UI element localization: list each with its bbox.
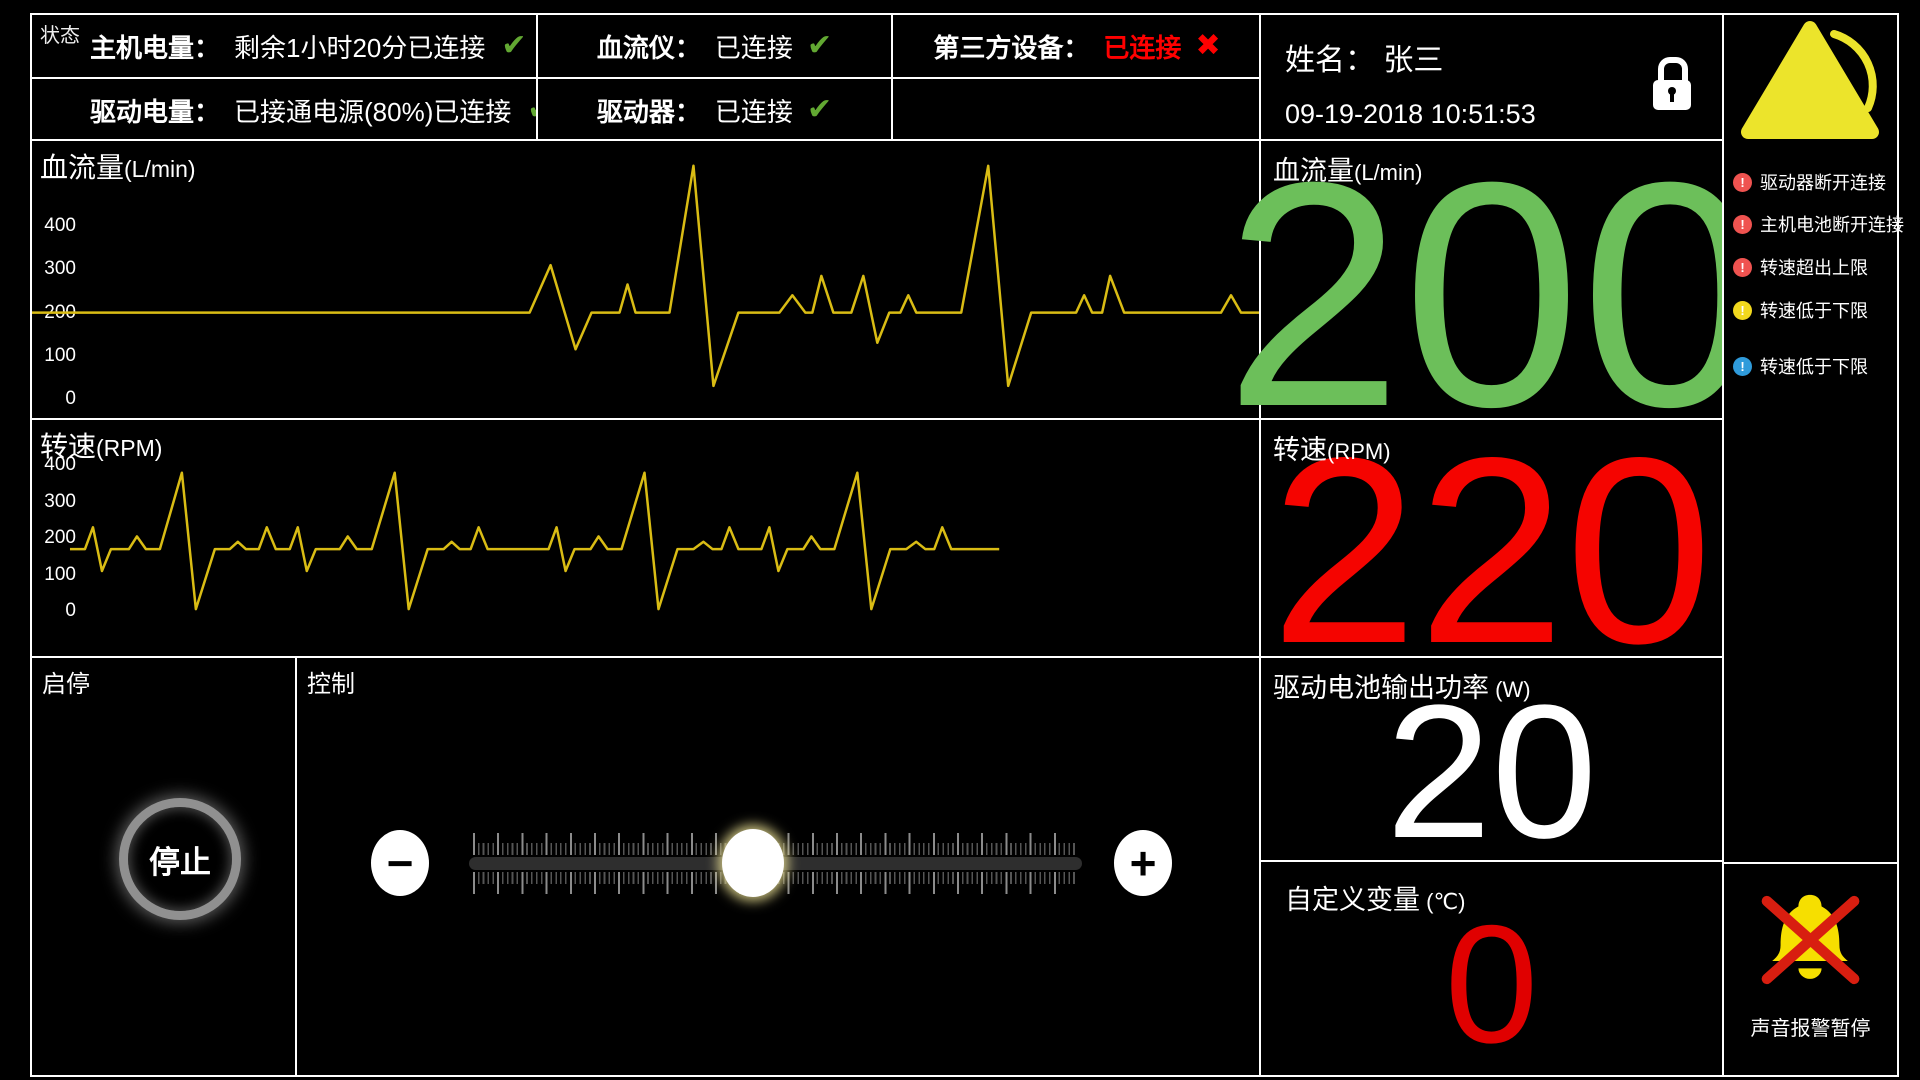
power-readout-label: 驱动电池输出功率 (W) <box>1273 673 1531 703</box>
cross-line <box>1761 895 1860 985</box>
alarm-exclamation-icon: ! <box>1733 257 1752 277</box>
y-axis-tick-label: 0 <box>65 388 76 409</box>
driver-conn: 已连接 <box>714 96 793 127</box>
warning-triangle-icon <box>1741 21 1879 139</box>
alarm-item: ! 转速超出上限 <box>1733 255 1868 279</box>
warning-arc <box>1830 30 1877 112</box>
flow-meter-conn: 已连接 <box>714 32 793 63</box>
control-title: 控制 <box>307 671 355 698</box>
lock-shackle <box>1658 57 1688 81</box>
muted-bell-icon <box>1761 894 1860 985</box>
status-panel-thirdparty: 第三方设备： 已连接 ✖ <box>891 13 1263 141</box>
datetime-text: 09-19-2018 10:51:53 <box>1285 99 1536 129</box>
custom-readout-label: 自定义变量 (℃) <box>1285 885 1466 915</box>
y-axis-tick-label: 400 <box>44 215 76 237</box>
alarm-item: ! 主机电池断开连接 <box>1733 212 1904 236</box>
alarm-item: ! 驱动器断开连接 <box>1733 170 1886 194</box>
patient-panel: 姓名： 张三 09-19-2018 10:51:53 <box>1259 13 1724 141</box>
lock-body <box>1653 80 1691 110</box>
rpm-chart-waveform <box>69 471 1000 611</box>
slider-knob[interactable] <box>722 829 784 897</box>
lock-icon[interactable] <box>1653 57 1693 110</box>
decrease-button[interactable]: − <box>371 830 429 896</box>
startstop-title: 启停 <box>42 671 90 698</box>
host-battery-conn: 已连接 <box>407 32 486 63</box>
y-axis-tick-label: 200 <box>44 301 76 323</box>
rpm-readout-value: 220 <box>1270 402 1713 699</box>
y-axis-tick-label: 100 <box>44 563 76 585</box>
flow-readout-panel: 血流量(L/min) 200 <box>1224 114 1759 473</box>
y-axis-tick-label: 0 <box>65 600 76 621</box>
alarm-exclamation-icon: ! <box>1733 214 1752 234</box>
flow-readout-value: 200 <box>1224 114 1759 473</box>
startstop-panel: 启停 停止 <box>30 656 297 1077</box>
flow-meter-label: 血流仪： <box>596 32 701 63</box>
check-icon: ✔ <box>806 93 833 126</box>
alarm-exclamation-icon: ! <box>1733 172 1752 192</box>
y-axis-tick-label: 200 <box>44 527 76 549</box>
drive-battery-row: 驱动电量： 已接通电源(80%) 已连接 ✔ <box>32 79 553 141</box>
alarm-exclamation-icon: ! <box>1733 300 1752 320</box>
status-panel-power: 状态 主机电量： 剩余1小时20分 已连接 ✔ 驱动电量： 已接通电源(80%)… <box>30 13 553 141</box>
host-battery-value: 剩余1小时20分 <box>234 32 408 63</box>
check-icon: ✔ <box>501 29 527 62</box>
drive-battery-conn: 已连接 <box>433 96 512 127</box>
patient-name-label: 姓名： <box>1285 44 1375 77</box>
check-icon: ✔ <box>806 29 833 62</box>
thirdparty-label: 第三方设备： <box>933 32 1090 63</box>
y-axis-tick-label: 400 <box>44 454 76 476</box>
drive-battery-label: 驱动电量： <box>90 96 221 127</box>
status-group-label: 状态 <box>40 25 80 47</box>
increase-button[interactable]: + <box>1114 830 1172 896</box>
control-panel: 控制 − + <box>295 656 1261 1077</box>
bell-shape <box>1772 894 1848 962</box>
y-axis-tick-label: 100 <box>44 344 76 366</box>
power-readout-value: 20 <box>1385 666 1598 878</box>
flow-chart-title: 血流量(L/min) <box>40 152 196 183</box>
status-panel-devices: 血流仪： 已连接 ✔ 驱动器： 已连接 ✔ <box>536 13 893 141</box>
alarm-mute-button[interactable]: 声音报警暂停 <box>1722 862 1899 1077</box>
thirdparty-row: 第三方设备： 已连接 ✖ <box>893 15 1261 79</box>
bell-clapper <box>1798 968 1822 979</box>
rpm-readout-panel: 转速(RPM) 220 <box>1259 402 1724 699</box>
alarm-item: ! 转速低于下限 <box>1733 354 1868 378</box>
patient-name: 张三 <box>1383 44 1444 77</box>
alarm-sidebar: ! 驱动器断开连接 ! 主机电池断开连接 ! 转速超出上限 ! 转速低于下限 !… <box>1722 13 1904 864</box>
alarm-mute-label: 声音报警暂停 <box>1750 1018 1871 1040</box>
thirdparty-empty-row <box>893 79 1261 141</box>
host-battery-label: 主机电量： <box>90 32 221 63</box>
driver-row: 驱动器： 已连接 ✔ <box>538 79 891 141</box>
flow-chart-waveform <box>32 164 1259 388</box>
custom-readout-value: 0 <box>1444 889 1539 1078</box>
stop-button[interactable]: 停止 <box>119 798 241 920</box>
flow-readout-label: 血流量(L/min) <box>1273 156 1423 186</box>
custom-readout-panel: 自定义变量 (℃) 0 <box>1259 860 1724 1077</box>
flow-meter-row: 血流仪： 已连接 ✔ <box>538 15 891 79</box>
thirdparty-conn: 已连接 <box>1103 32 1182 63</box>
driver-label: 驱动器： <box>596 96 701 127</box>
drive-battery-value: 已接通电源(80%) <box>234 96 434 127</box>
flow-chart-panel: 血流量(L/min) 400 300 200 100 0 <box>30 139 1261 422</box>
host-battery-row: 主机电量： 剩余1小时20分 已连接 ✔ <box>32 15 538 79</box>
rpm-readout-label: 转速(RPM) <box>1273 435 1391 465</box>
y-axis-tick-label: 300 <box>44 258 76 280</box>
rpm-chart-title: 转速(RPM) <box>40 431 163 462</box>
power-readout-panel: 驱动电池输出功率 (W) 20 <box>1259 656 1724 878</box>
alarm-exclamation-icon: ! <box>1733 356 1752 376</box>
cross-icon: ✖ <box>1195 29 1221 62</box>
y-axis-tick-label: 300 <box>44 490 76 512</box>
alarm-item: ! 转速低于下限 <box>1733 298 1868 322</box>
rpm-chart-panel: 转速(RPM) 400 300 200 100 0 <box>30 418 1261 660</box>
patient-name-line: 姓名： 张三 <box>1285 35 1443 79</box>
